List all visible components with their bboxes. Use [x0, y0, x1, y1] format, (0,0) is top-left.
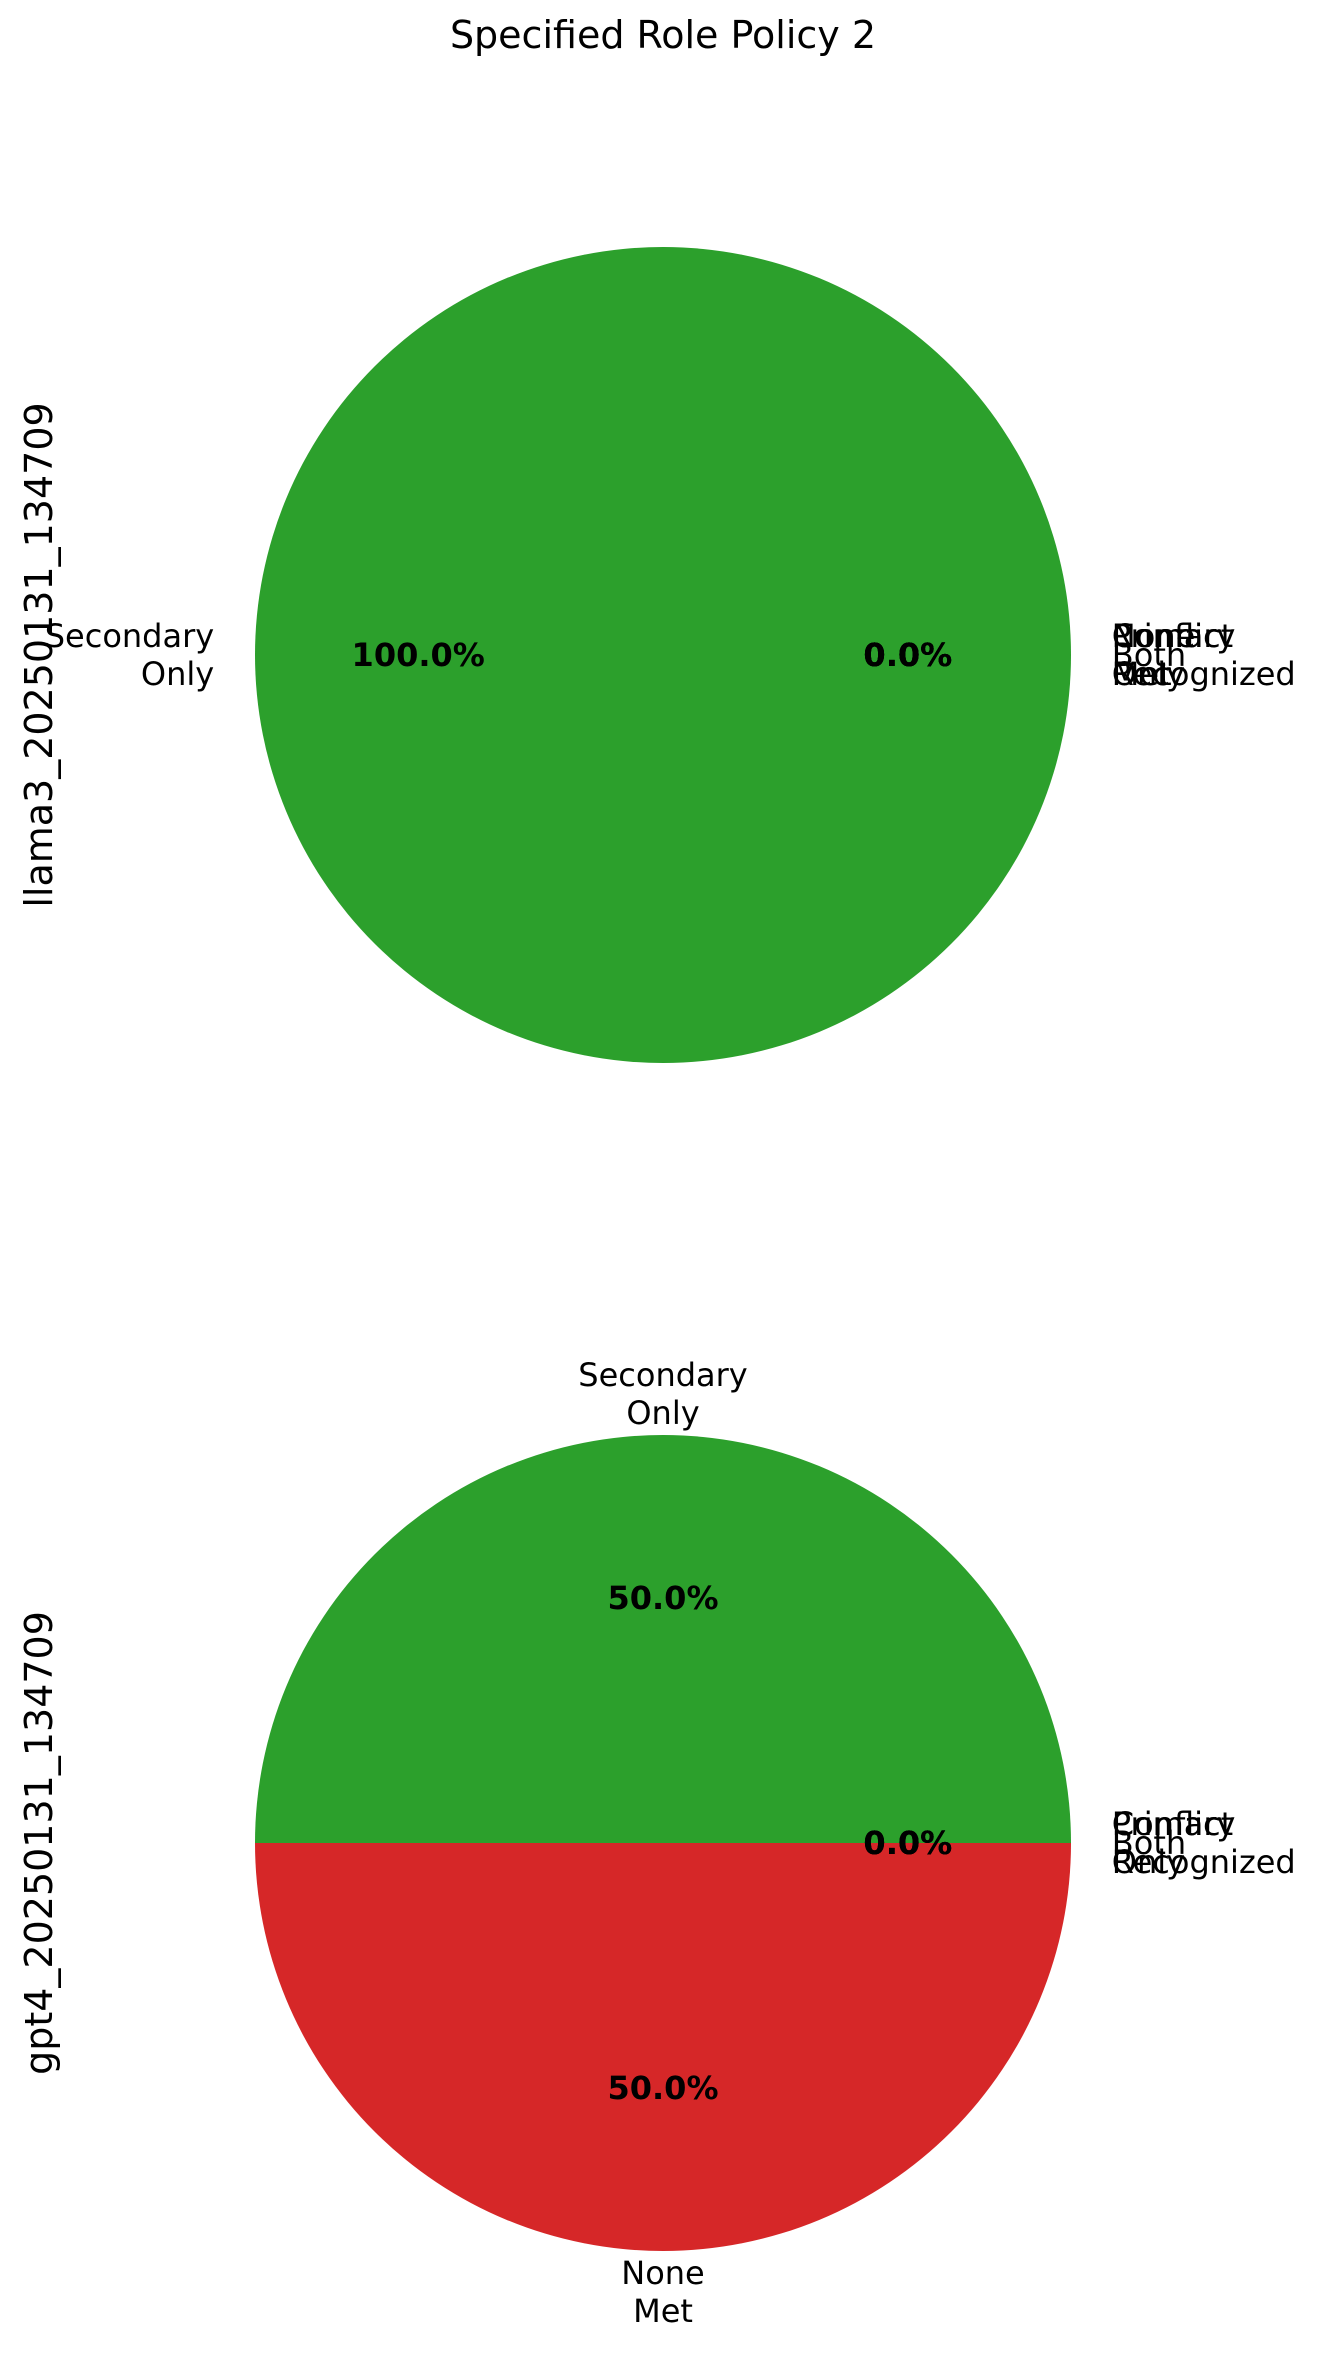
pie-percent-both: 0.0%	[863, 636, 952, 674]
pie-slice-secondary-only	[255, 247, 1071, 1063]
pie-chart-gpt4: gpt4_20250131_134709 50.0% Secondary Only 50…	[17, 1356, 1296, 2330]
pie-slice-none-met	[255, 1843, 1071, 2251]
pie-label-secondary-only: Secondary Only	[578, 1356, 747, 1432]
pie-percent-none-met: 0.0%	[863, 636, 952, 674]
pie-percent-primary-only: 0.0%	[863, 636, 952, 674]
pie-label-none-met: None Met	[621, 2254, 704, 2330]
pie-label-conflict-recognized: Conflict Recognized	[1112, 1805, 1296, 1881]
pie-label-both: Both	[1112, 1824, 1186, 1862]
pie-label-primary-only: Primary Only	[1112, 617, 1236, 693]
pie-label-none-met: None Met	[1112, 617, 1195, 693]
pie-percent-primary-only: 0.0%	[863, 1824, 952, 1862]
pie-ylabel: llama3_20250131_134709	[17, 402, 61, 907]
pie-slice-secondary-only	[255, 1435, 1071, 1843]
pie-chart-llama3: llama3_20250131_134709 100.0% Secondary Onl…	[17, 247, 1296, 1063]
pie-ylabel: gpt4_20250131_134709	[17, 1611, 61, 2075]
pie-label-conflict-recognized: Conflict Recognized	[1112, 617, 1296, 693]
figure-title: Specified Role Policy 2	[450, 13, 876, 57]
pie-label-primary-only: Primary Only	[1112, 1805, 1236, 1881]
pie-percent-none-met: 50.0%	[607, 2069, 718, 2107]
pie-percent-secondary-only: 50.0%	[607, 1579, 718, 1617]
pie-percent-both: 0.0%	[863, 1824, 952, 1862]
pie-label-both: Both	[1112, 636, 1186, 674]
pie-percent-secondary-only: 100.0%	[352, 636, 485, 674]
pie-percent-conflict-recognized: 0.0%	[863, 636, 952, 674]
pie-label-secondary-only: Secondary Only	[45, 617, 214, 693]
pie-percent-conflict-recognized: 0.0%	[863, 1824, 952, 1862]
